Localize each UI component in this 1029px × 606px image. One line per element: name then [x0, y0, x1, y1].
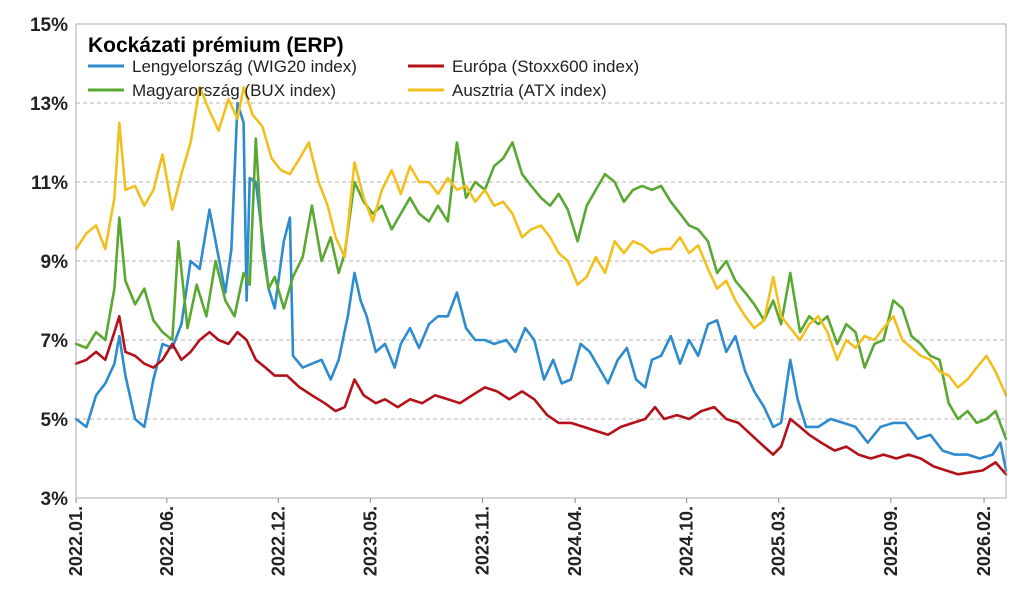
- legend: Lengyelország (WIG20 index) Európa (Stoxx…: [88, 57, 639, 100]
- y-tick-label: 15%: [30, 15, 68, 36]
- legend-label: Magyarország (BUX index): [132, 81, 336, 100]
- series-line-0: [74, 101, 1008, 472]
- x-tick-label: 2022.06.: [157, 506, 177, 576]
- x-tick-label: 2023.11.: [472, 506, 492, 575]
- x-tick-label: 2024.10.: [677, 506, 697, 576]
- x-tick-label: 2024.04.: [565, 506, 585, 576]
- x-tick-label: 2022.01.: [66, 506, 86, 576]
- x-tick-label: 2022.12.: [268, 506, 288, 576]
- x-tick-label: 2023.05.: [360, 506, 380, 576]
- y-tick-label: 7%: [41, 331, 69, 352]
- legend-label: Ausztria (ATX index): [452, 81, 607, 100]
- y-axis: 3% 5% 7% 9% 11% 13% 15%: [30, 15, 68, 510]
- legend-label: Európa (Stoxx600 index): [452, 57, 639, 76]
- x-tick-label: 2025.03.: [769, 506, 789, 576]
- y-tick-label: 13%: [30, 94, 68, 115]
- x-axis: 2022.01. 2022.06. 2022.12. 2023.05. 2023.11.…: [66, 498, 994, 576]
- y-tick-label: 11%: [31, 173, 68, 194]
- series-line-2: [74, 137, 1008, 441]
- y-tick-label: 3%: [41, 489, 69, 510]
- series-lines: [74, 85, 1008, 476]
- plot-border: [75, 23, 1007, 499]
- legend-label: Lengyelország (WIG20 index): [132, 57, 357, 76]
- series-line-3: [74, 85, 1008, 397]
- y-tick-label: 5%: [41, 410, 69, 431]
- y-tick-label: 9%: [41, 252, 69, 273]
- series-line-1: [74, 315, 1008, 476]
- x-tick-label: 2025.09.: [881, 506, 901, 576]
- chart-title: Kockázati prémium (ERP): [88, 34, 344, 57]
- x-tick-label: 2026.02.: [974, 506, 994, 576]
